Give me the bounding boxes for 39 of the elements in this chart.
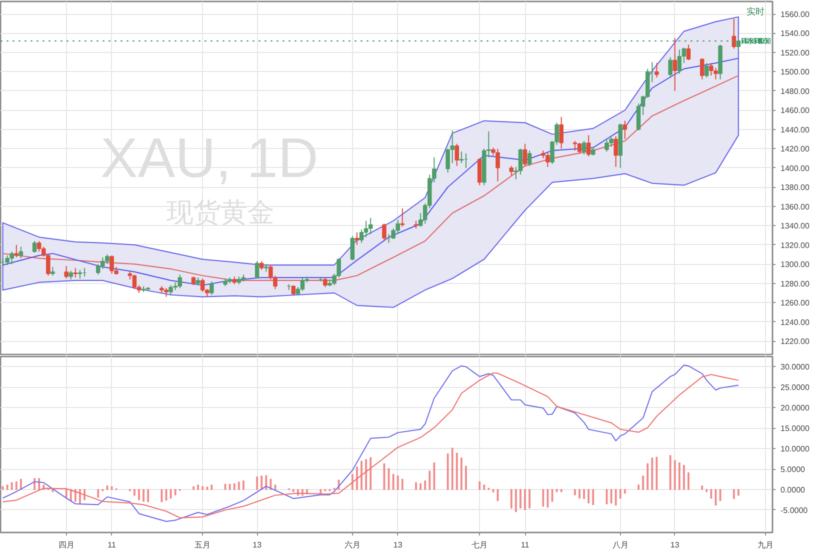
y-tick-label: -5.0000 [780,506,808,515]
x-tick-label: 七月 [472,540,488,550]
y-tick-label: 1240.00 [780,318,810,327]
x-tick-label: 四月 [58,540,74,550]
annotation: 实时 [746,6,764,16]
x-tick-label: 13 [670,540,680,550]
y-tick-label: 5.0000 [780,465,806,474]
y-tick-label: 1400.00 [780,164,810,173]
y-tick-label: 25.0000 [780,383,810,392]
y-tick-label: 30.0000 [780,362,810,372]
y-tick-label: 1420.00 [780,144,810,154]
ref-line-label: 1531.93 [742,37,772,46]
x-tick-label: 13 [252,540,262,550]
y-tick-label: 1360.00 [780,202,810,212]
y-tick-label: 1480.00 [780,86,810,96]
y-tick-label: 1560.00 [780,10,810,20]
y-tick-label: 1300.00 [780,260,810,270]
y-tick-label: 20.0000 [780,404,810,413]
y-tick-label: 1460.00 [780,106,810,116]
x-tick-label: 八月 [612,540,628,550]
y-tick-label: 1520.00 [780,48,810,58]
y-tick-label: 15.0000 [780,424,810,434]
y-tick-label: 1540.00 [780,29,810,38]
y-tick-label: 1440.00 [780,125,810,134]
y-tick-label: 1500.00 [780,68,810,77]
x-tick-label: 九月 [758,540,774,550]
y-tick-label: 0.0000 [780,486,806,495]
y-tick-label: 1280.00 [780,279,810,288]
y-tick-label: 10.0000 [780,444,810,454]
x-tick-label: 11 [108,540,116,550]
y-tick-label: 1340.00 [780,222,810,231]
y-tick-label: 1260.00 [780,298,810,308]
y-tick-label: 1220.00 [780,337,810,346]
y-tick-label: 1320.00 [780,240,810,250]
x-tick-label: 五月 [194,540,211,550]
x-tick-label: 13 [393,540,403,550]
x-tick-label: 六月 [344,540,360,550]
y-tick-label: 1380.00 [780,183,810,192]
x-tick-label: 11 [520,540,530,550]
